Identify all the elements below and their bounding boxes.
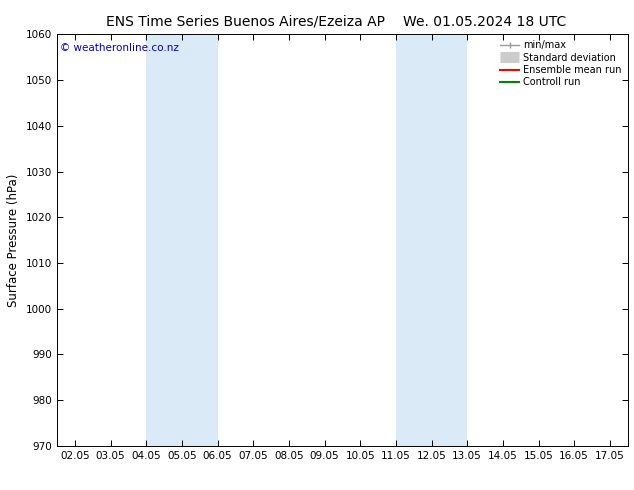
Legend: min/max, Standard deviation, Ensemble mean run, Controll run: min/max, Standard deviation, Ensemble me… <box>497 37 624 90</box>
Text: © weatheronline.co.nz: © weatheronline.co.nz <box>60 43 179 52</box>
Bar <box>146 34 217 446</box>
Text: We. 01.05.2024 18 UTC: We. 01.05.2024 18 UTC <box>403 15 567 29</box>
Y-axis label: Surface Pressure (hPa): Surface Pressure (hPa) <box>8 173 20 307</box>
Text: ENS Time Series Buenos Aires/Ezeiza AP: ENS Time Series Buenos Aires/Ezeiza AP <box>106 15 385 29</box>
Bar <box>396 34 467 446</box>
